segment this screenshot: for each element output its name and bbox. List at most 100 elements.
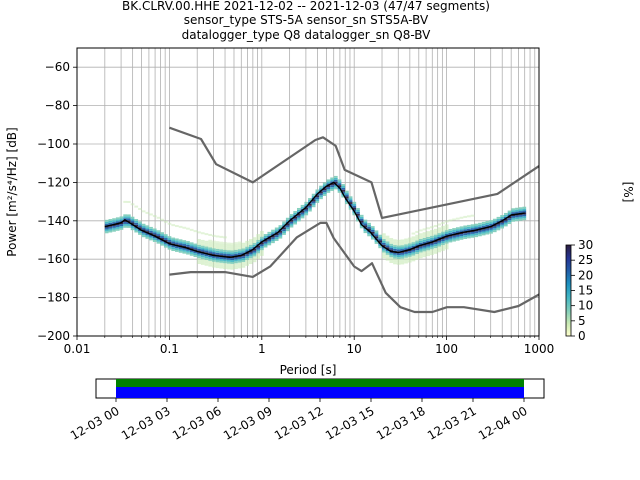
density-cell [175,249,179,252]
density-cell [123,223,127,226]
density-cell [274,229,279,232]
density-cell [441,229,445,232]
density-cell [211,252,216,255]
density-cell [452,239,456,242]
density-cell-faint [160,218,164,221]
density-cell [422,255,427,258]
density-cell [160,232,164,235]
density-cell [204,244,209,247]
density-cell [433,249,438,252]
density-cell [441,225,445,228]
density-cell [411,259,416,262]
density-cell [326,190,331,193]
density-cell [400,249,405,251]
density-cell [418,238,423,241]
density-cell [330,179,334,182]
density-cell [404,244,408,247]
density-cell [256,241,261,244]
density-cell [208,241,212,244]
density-cell [352,207,357,210]
density-cell [444,228,449,231]
density-cell [271,239,275,242]
density-cell [204,240,209,243]
density-cell [108,226,113,229]
density-cell [134,228,139,231]
density-cell [322,182,327,185]
density-cell [278,232,283,235]
density-cell [311,203,316,206]
density-cell [297,207,301,210]
density-cell [522,216,527,219]
density-cell [138,223,142,226]
density-cell [507,216,512,219]
density-cell [226,252,231,255]
x-axis-label: Period [s] [280,363,337,377]
density-cell [234,244,238,246]
density-cell [492,220,497,223]
density-cell-faint [452,218,456,221]
density-cell [200,253,205,256]
density-cell [271,235,275,238]
density-cell [267,241,272,244]
density-cell [311,193,316,196]
density-cell-faint [189,228,194,231]
density-cell [248,246,253,249]
density-cell [112,222,116,225]
density-cell [267,231,272,234]
density-cell [248,248,253,251]
density-cell [389,259,394,262]
density-cell [382,250,386,253]
density-cell [197,256,201,259]
density-cell [167,236,172,239]
density-cell [274,227,279,230]
density-cell [256,236,261,238]
density-cell [319,193,323,196]
density-cell [341,184,346,186]
density-cell [130,218,135,221]
density-cell [382,244,386,247]
density-cell [197,260,201,263]
density-cell [363,221,368,224]
density-cell [433,234,438,237]
density-cell [426,233,431,235]
density-cell [492,230,497,233]
density-cell [330,183,334,186]
density-cell [515,209,519,212]
density-cell [333,181,338,184]
density-cell [407,237,412,240]
density-cell-faint [426,227,431,230]
density-cell [345,190,349,193]
density-cell [171,249,176,252]
density-cell [282,227,286,230]
density-cell [374,234,379,237]
y-tick-label: −180 [37,291,70,305]
density-cell [126,224,131,226]
density-cell [211,265,216,268]
density-cell [518,209,523,212]
density-cell [178,247,183,249]
density-cell [418,233,423,236]
density-cell [319,195,323,198]
density-cell [382,254,386,257]
density-cell [278,236,283,239]
density-cell [252,242,257,245]
density-cell [175,242,179,245]
density-cell [437,248,442,251]
density-cell [389,257,394,260]
density-cell [211,246,216,249]
density-cell [437,227,442,230]
density-cell [241,263,246,266]
density-cell [444,243,449,246]
density-cell [289,221,294,224]
density-cell [156,234,161,236]
density-cell [189,246,194,249]
density-cell [393,241,397,244]
density-cell [263,234,268,236]
density-cell [252,244,257,247]
density-cell [300,204,305,207]
density-cell [463,233,468,236]
density-cell [237,251,242,254]
density-cell [278,225,283,228]
density-cell [256,249,261,252]
